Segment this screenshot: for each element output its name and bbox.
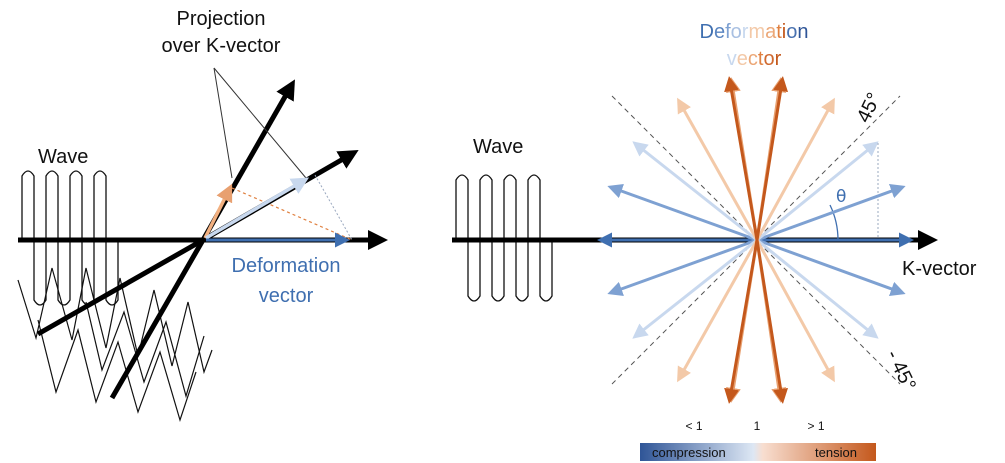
right-wave-label: Wave — [473, 136, 523, 158]
vector-lightblue-lower-left — [632, 238, 758, 339]
guide-minus45-line — [611, 95, 901, 385]
title-char: e — [714, 21, 725, 43]
projection-dotted-2 — [314, 174, 353, 241]
scale-label-equal-1: 1 — [754, 419, 761, 433]
deformation-title-line2: vector — [727, 48, 782, 70]
vector-lightorange-upper-right — [755, 97, 835, 241]
title-char: e — [737, 48, 748, 70]
title-char: c — [748, 48, 758, 70]
vector-darkorange-upper-left — [724, 76, 759, 241]
title-char: r — [775, 48, 782, 70]
vector-lightorange-lower-left — [677, 239, 759, 383]
left-slanted-wave — [17, 267, 213, 375]
left-deformation-label-line2: vector — [259, 285, 314, 307]
scale-compression-label: compression — [652, 445, 726, 460]
strain-scale: < 1 1 > 1 compression tension — [640, 419, 876, 461]
title-char: a — [765, 21, 777, 43]
title-char: o — [786, 21, 797, 43]
title-char: t — [758, 48, 764, 70]
theta-label: θ — [836, 187, 846, 207]
projection-label-line2: over K-vector — [162, 35, 281, 57]
angle-45-label: 45° — [853, 89, 886, 126]
vector-blue-upper-left — [607, 184, 758, 242]
vector-blue-lower-right — [756, 238, 906, 296]
projection-leader-1 — [213, 67, 233, 179]
vector-lightorange-upper-left — [677, 97, 759, 241]
scale-label-less-than-1: < 1 — [685, 419, 702, 433]
kvector-label: K-vector — [902, 258, 977, 280]
vector-darkorange-lower-left — [724, 239, 759, 404]
left-panel: Wave Projection over K-vector Deformatio… — [17, 8, 388, 423]
vector-darkorange-upper-right — [755, 76, 789, 241]
vector-blue-lower-left — [607, 238, 758, 296]
title-char: m — [748, 21, 765, 43]
title-char: D — [700, 21, 714, 43]
title-char: i — [782, 21, 786, 43]
deformation-vector-fan — [597, 76, 914, 404]
title-char: t — [776, 21, 782, 43]
title-char: n — [797, 21, 808, 43]
deformation-title-line1: Deformation — [700, 21, 809, 43]
vector-lightblue-lower-right — [756, 238, 879, 339]
vector-darkorange-lower-right — [755, 239, 789, 404]
left-light-projection — [205, 177, 310, 240]
title-char: f — [725, 21, 731, 43]
title-char: r — [742, 21, 749, 43]
projection-dotted-1 — [231, 187, 353, 241]
title-char: v — [727, 48, 737, 70]
title-char: o — [731, 21, 742, 43]
left-slanted-wave-3 — [85, 301, 205, 399]
guide-45-line — [611, 95, 901, 385]
projection-leader-2 — [213, 67, 307, 179]
left-k-vector-down — [109, 238, 206, 400]
left-tension-projection — [203, 183, 233, 239]
vector-lightblue-upper-left — [632, 141, 758, 242]
vector-lightblue-upper-right — [756, 141, 879, 242]
left-slanted-wave-2 — [37, 319, 197, 423]
left-k-vector-lower-left — [36, 237, 205, 337]
vector-blue-upper-right — [756, 184, 906, 242]
right-panel: Wave K-vector 45° - 45° θ Deformation ve… — [452, 21, 977, 461]
vector-lightorange-lower-right — [755, 239, 835, 383]
title-char: o — [763, 48, 774, 70]
left-deformation-label-line1: Deformation — [232, 255, 341, 277]
left-wave-label: Wave — [38, 146, 88, 168]
angle-minus45-label: - 45° — [882, 347, 920, 395]
scale-label-greater-than-1: > 1 — [807, 419, 824, 433]
scale-tension-label: tension — [815, 445, 857, 460]
scale-gradient-bar — [640, 443, 876, 461]
projection-label-line1: Projection — [177, 8, 266, 30]
